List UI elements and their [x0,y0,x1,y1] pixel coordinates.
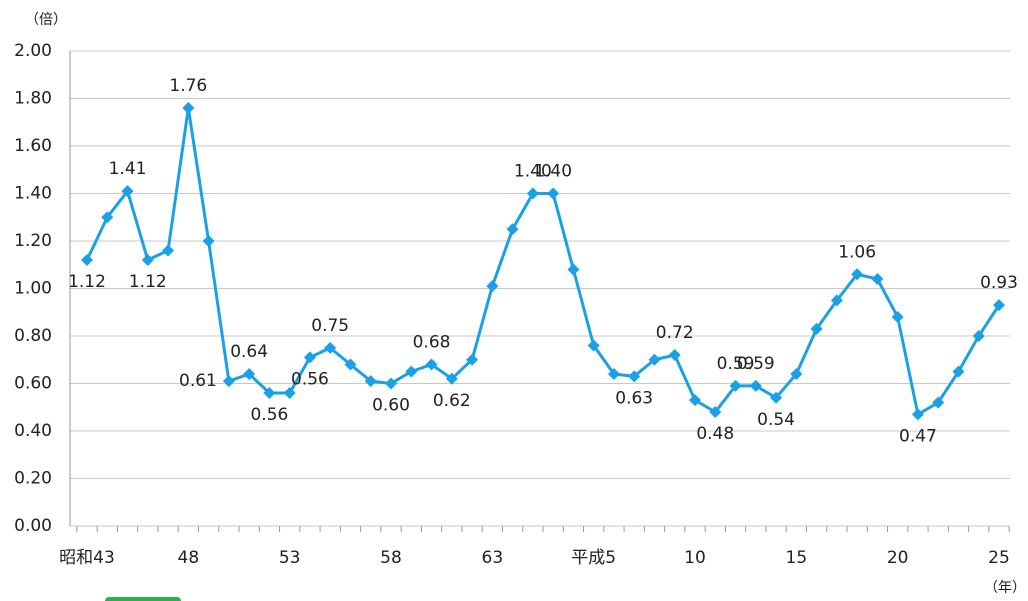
x-tick-label: 53 [279,548,301,568]
data-point [830,294,843,307]
data-point [466,353,479,366]
data-label: 1.12 [68,272,106,292]
data-point [932,396,945,409]
data-label: 0.68 [413,333,451,353]
data-point [202,235,215,247]
data-label: 0.59 [737,354,775,374]
data-point [101,211,114,224]
data-point [628,370,641,383]
y-tick-label: 1.20 [14,231,52,251]
y-tick-label: 2.00 [14,41,52,61]
data-point [506,223,519,236]
data-point [668,349,681,361]
data-point [709,406,722,418]
data-point [121,185,134,198]
y-tick-label: 0.20 [14,469,52,489]
green-button[interactable] [105,597,181,601]
data-label: 0.63 [615,388,653,408]
data-label: 1.12 [129,272,167,292]
x-tick-label: 63 [482,548,504,568]
data-point [222,375,235,388]
data-label: 0.61 [179,371,217,391]
data-point [405,365,418,378]
y-tick-label: 1.60 [14,136,52,156]
data-point [749,379,762,392]
x-tick-label: 昭和43 [59,548,115,568]
x-tick-label: 25 [988,548,1010,568]
data-point [911,408,924,421]
data-point [993,299,1005,312]
data-point [607,368,620,380]
x-unit: （年） [984,580,1026,596]
y-tick-label: 1.80 [14,89,52,109]
data-point [689,394,701,407]
data-point [871,273,884,285]
data-label: 1.40 [514,162,552,182]
data-point [486,280,499,293]
data-label: 1.06 [838,242,876,262]
y-tick-label: 0.80 [14,326,52,346]
y-tick-label: 0.60 [14,374,52,394]
data-label: 0.59 [717,354,755,374]
data-label: 1.41 [109,159,147,179]
x-tick-label: 平成5 [571,548,616,568]
data-point [385,377,397,390]
data-point [324,341,337,354]
data-point [729,379,742,392]
data-point [587,339,600,352]
data-point [547,187,560,200]
data-label: 0.75 [311,316,349,336]
x-tick-label: 58 [380,548,402,568]
y-tick-label: 1.00 [14,279,52,299]
data-label: 0.56 [250,405,288,425]
x-tick-label: 48 [178,548,200,568]
y-tick-label: 0.00 [14,516,52,536]
data-point [952,365,965,378]
data-label: 1.40 [534,162,572,182]
data-label: 0.47 [899,426,937,446]
data-point [425,358,438,371]
data-point [810,322,823,335]
x-tick-label: 20 [887,548,909,568]
data-point [770,391,783,404]
data-point [526,187,539,200]
data-label: 1.76 [169,76,207,96]
y-unit: （倍） [25,12,67,28]
data-point [972,330,985,342]
data-point [303,351,316,364]
data-label: 0.72 [656,323,694,343]
data-point [851,268,864,281]
x-tick-label: 15 [786,548,808,568]
data-label: 0.60 [372,396,410,416]
data-label: 0.54 [757,410,795,430]
data-label: 0.56 [291,369,329,389]
data-label: 0.48 [696,424,734,444]
data-point [81,254,93,266]
data-point [648,353,661,366]
data-point [445,372,458,385]
data-label: 0.62 [433,391,471,411]
data-point [141,254,154,266]
data-point [790,368,803,380]
y-tick-label: 0.40 [14,421,52,441]
data-line [85,107,1001,417]
data-point [182,102,195,114]
y-tick-label: 1.40 [14,184,52,204]
data-point [243,368,256,380]
data-point [344,358,357,371]
data-point [263,387,276,399]
data-label: 0.64 [230,342,268,362]
data-point [162,244,175,257]
data-point [283,387,296,399]
data-point [891,311,904,323]
x-tick-label: 10 [684,548,706,568]
data-point [364,375,377,388]
data-point [567,263,580,276]
data-label: 0.93 [980,273,1018,293]
